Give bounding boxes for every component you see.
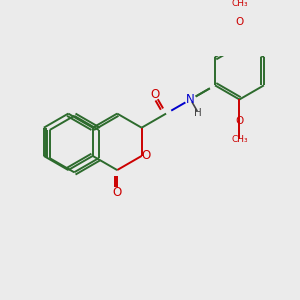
Text: O: O bbox=[142, 149, 151, 162]
Text: O: O bbox=[235, 116, 244, 126]
Text: N: N bbox=[186, 93, 195, 106]
Text: O: O bbox=[235, 17, 244, 27]
Text: CH₃: CH₃ bbox=[231, 0, 248, 8]
Text: O: O bbox=[112, 186, 122, 199]
Text: CH₃: CH₃ bbox=[231, 134, 248, 143]
Text: H: H bbox=[194, 108, 202, 118]
Text: O: O bbox=[150, 88, 159, 100]
